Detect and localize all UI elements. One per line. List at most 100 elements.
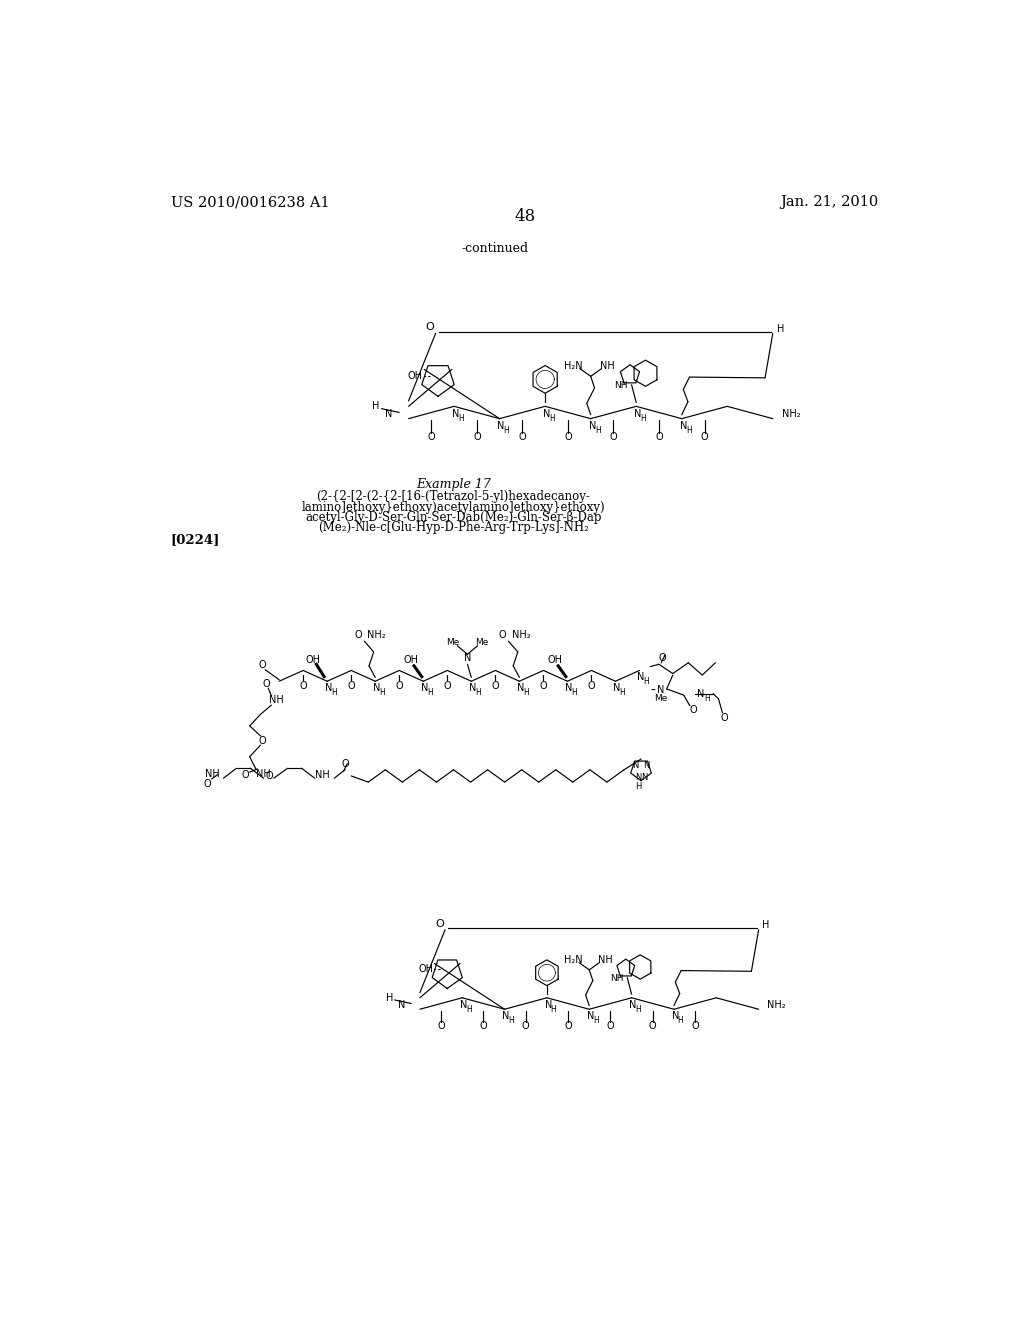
Text: O: O [435,919,443,929]
Text: O: O [437,1022,444,1031]
Text: H: H [705,694,710,702]
Text: N: N [469,684,476,693]
Text: O: O [588,681,595,690]
Text: N: N [635,774,641,781]
Text: OH: OH [408,371,422,380]
Text: H: H [644,677,649,686]
Text: N: N [656,685,665,696]
Text: H: H [504,426,510,436]
Text: O: O [691,1022,699,1031]
Text: NH₂: NH₂ [767,1001,785,1010]
Text: H: H [332,688,337,697]
Text: O: O [606,1022,614,1031]
Text: lamino]ethoxy}ethoxy)acetylamino]ethoxy}ethoxy): lamino]ethoxy}ethoxy)acetylamino]ethoxy}… [302,500,605,513]
Text: O: O [700,432,709,442]
Text: NH: NH [205,770,219,779]
Text: Jan. 21, 2010: Jan. 21, 2010 [780,195,879,210]
Text: OH: OH [306,655,321,665]
Text: O: O [540,681,547,690]
Text: H: H [508,1016,514,1026]
Text: H: H [635,1005,641,1014]
Text: O: O [721,713,728,723]
Text: O: O [518,432,526,442]
Text: O: O [655,432,663,442]
Text: acetyl-Gly-D-Ser-Gln-Ser-Dab(Me₂)-Gln-Ser-β-Dap: acetyl-Gly-D-Ser-Gln-Ser-Dab(Me₂)-Gln-Se… [305,511,602,524]
Text: O: O [609,432,617,442]
Text: NH₂: NH₂ [368,630,386,640]
Text: O: O [649,1022,656,1031]
Text: N: N [498,421,505,432]
Text: N: N [641,774,647,781]
Text: Example 17: Example 17 [416,478,490,491]
Text: N: N [672,1011,679,1022]
Text: H: H [458,414,464,424]
Text: O: O [258,735,266,746]
Text: NH: NH [256,768,271,779]
Text: 48: 48 [514,209,536,226]
Text: O: O [395,681,403,690]
Text: NH: NH [610,974,624,983]
Text: H: H [571,688,578,697]
Text: H: H [427,688,433,697]
Text: Me: Me [446,639,460,647]
Text: H: H [777,323,784,334]
Text: N: N [545,1001,552,1010]
Text: H: H [678,1016,683,1026]
Text: N: N [630,1001,637,1010]
Text: H: H [640,414,646,424]
Text: NH: NH [614,381,628,389]
Text: H: H [635,783,641,791]
Text: H: H [620,688,626,697]
Text: O: O [425,322,434,333]
Text: H: H [686,426,691,436]
Text: O: O [203,779,211,788]
Text: OH: OH [403,656,419,665]
Text: N: N [587,1011,594,1022]
Text: N: N [385,409,393,418]
Text: (2-{2-[2-(2-{2-[16-(Tetrazol-5-yl)hexadecanoy-: (2-{2-[2-(2-{2-[16-(Tetrazol-5-yl)hexade… [316,490,591,503]
Text: O: O [443,681,452,690]
Text: O: O [522,1022,529,1031]
Text: N: N [421,684,428,693]
Text: O: O [564,432,571,442]
Text: N: N [613,684,621,693]
Text: H: H [379,688,385,697]
Text: H: H [595,426,600,436]
Text: N: N [543,409,550,418]
Text: O: O [341,759,349,768]
Text: O: O [347,681,355,690]
Text: O: O [427,432,435,442]
Text: N: N [637,672,645,682]
Text: H: H [762,920,769,931]
Text: NH₂: NH₂ [512,630,530,640]
Text: H: H [475,688,481,697]
Text: N: N [517,684,524,693]
Text: [0224]: [0224] [171,533,220,546]
Text: NH: NH [598,954,612,965]
Text: N: N [464,653,471,663]
Text: N: N [565,684,572,693]
Text: NH: NH [600,360,615,371]
Text: O: O [492,681,499,690]
Text: H₂N: H₂N [564,360,583,371]
Text: H: H [386,993,393,1003]
Text: N: N [325,684,333,693]
Text: O: O [658,653,667,663]
Text: H: H [466,1005,472,1014]
Text: O: O [473,432,480,442]
Text: NH₂: NH₂ [782,409,801,418]
Text: N: N [503,1011,510,1022]
Text: N: N [643,760,649,770]
Text: NH: NH [268,696,284,705]
Text: O: O [479,1022,487,1031]
Text: OH: OH [548,656,562,665]
Text: O: O [262,678,269,689]
Text: O: O [354,630,362,640]
Text: US 2010/0016238 A1: US 2010/0016238 A1 [171,195,330,210]
Text: (Me₂)-Nle-c[Glu-Hyp-D-Phe-Arg-Trp-Lys]-NH₂: (Me₂)-Nle-c[Glu-Hyp-D-Phe-Arg-Trp-Lys]-N… [318,521,589,535]
Text: N: N [398,1001,406,1010]
Text: N: N [460,1001,467,1010]
Text: NH: NH [315,770,330,780]
Text: O: O [265,771,272,781]
Text: N: N [633,760,639,770]
